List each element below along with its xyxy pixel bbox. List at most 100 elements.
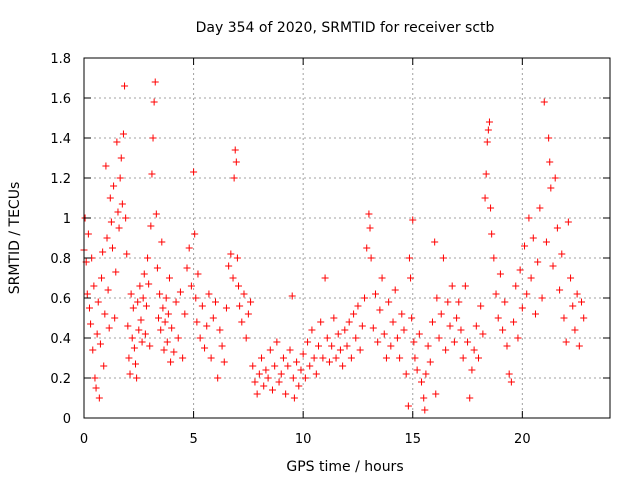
data-point bbox=[90, 282, 98, 290]
data-point bbox=[149, 134, 157, 142]
data-point bbox=[232, 158, 240, 166]
data-point bbox=[358, 322, 366, 330]
data-point bbox=[89, 346, 97, 354]
data-point bbox=[106, 194, 114, 202]
data-point bbox=[421, 406, 429, 414]
data-point bbox=[253, 390, 261, 398]
data-point bbox=[433, 294, 441, 302]
data-point bbox=[446, 322, 454, 330]
data-point bbox=[420, 394, 428, 402]
data-point bbox=[133, 374, 141, 382]
data-point bbox=[330, 314, 338, 322]
data-point bbox=[151, 78, 159, 86]
y-tick-label: 1 bbox=[63, 212, 71, 227]
data-point bbox=[137, 316, 145, 324]
data-point bbox=[575, 342, 583, 350]
data-point bbox=[114, 208, 122, 216]
data-point bbox=[457, 326, 465, 334]
data-point bbox=[236, 302, 244, 310]
data-point bbox=[153, 264, 161, 272]
data-point bbox=[100, 362, 108, 370]
data-point bbox=[521, 242, 529, 250]
data-point bbox=[444, 298, 452, 306]
data-point bbox=[525, 214, 533, 222]
data-point bbox=[374, 338, 382, 346]
data-point bbox=[135, 326, 143, 334]
data-points bbox=[80, 78, 588, 414]
data-point bbox=[538, 294, 546, 302]
data-point bbox=[573, 290, 581, 298]
data-point bbox=[325, 358, 333, 366]
data-point bbox=[501, 298, 509, 306]
x-tick-label: 0 bbox=[80, 432, 88, 447]
data-point bbox=[428, 318, 436, 326]
data-point bbox=[193, 318, 201, 326]
data-point bbox=[336, 346, 344, 354]
data-point bbox=[209, 314, 217, 322]
data-point bbox=[534, 258, 542, 266]
data-point bbox=[369, 324, 377, 332]
data-point bbox=[396, 354, 404, 362]
data-point bbox=[496, 270, 504, 278]
data-point bbox=[107, 218, 115, 226]
data-point bbox=[306, 362, 314, 370]
data-point bbox=[288, 292, 296, 300]
data-point bbox=[405, 254, 413, 262]
data-point bbox=[162, 294, 170, 302]
data-point bbox=[415, 330, 423, 338]
data-point bbox=[136, 282, 144, 290]
data-point bbox=[289, 374, 297, 382]
data-point bbox=[110, 182, 118, 190]
data-point bbox=[380, 330, 388, 338]
data-point bbox=[251, 378, 259, 386]
data-point bbox=[167, 358, 175, 366]
data-point bbox=[365, 210, 373, 218]
data-point bbox=[139, 294, 147, 302]
data-point bbox=[470, 346, 478, 354]
data-point bbox=[385, 298, 393, 306]
data-point bbox=[439, 254, 447, 262]
data-point bbox=[152, 210, 160, 218]
data-point bbox=[321, 274, 329, 282]
data-point bbox=[354, 302, 362, 310]
data-point bbox=[547, 184, 555, 192]
data-point bbox=[376, 306, 384, 314]
data-point bbox=[147, 222, 155, 230]
data-point bbox=[312, 370, 320, 378]
data-point bbox=[499, 326, 507, 334]
data-point bbox=[198, 302, 206, 310]
data-point bbox=[293, 358, 301, 366]
data-point bbox=[165, 274, 173, 282]
data-point bbox=[124, 322, 132, 330]
data-point bbox=[315, 342, 323, 350]
data-point bbox=[94, 298, 102, 306]
data-point bbox=[464, 338, 472, 346]
data-point bbox=[553, 224, 561, 232]
data-point bbox=[461, 282, 469, 290]
data-point bbox=[92, 384, 100, 392]
data-point bbox=[116, 174, 124, 182]
data-point bbox=[484, 126, 492, 134]
x-tick-label: 15 bbox=[404, 432, 421, 447]
data-point bbox=[216, 326, 224, 334]
data-point bbox=[98, 274, 106, 282]
data-point bbox=[155, 314, 163, 322]
data-point bbox=[187, 282, 195, 290]
data-point bbox=[192, 294, 200, 302]
data-point bbox=[220, 358, 228, 366]
data-point bbox=[282, 390, 290, 398]
data-point bbox=[168, 324, 176, 332]
data-point bbox=[144, 254, 152, 262]
data-point bbox=[164, 310, 172, 318]
data-point bbox=[387, 342, 395, 350]
data-point bbox=[560, 314, 568, 322]
data-point bbox=[183, 264, 191, 272]
data-point bbox=[482, 170, 490, 178]
data-point bbox=[129, 304, 137, 312]
data-point bbox=[290, 394, 298, 402]
data-point bbox=[159, 304, 167, 312]
data-point bbox=[391, 286, 399, 294]
data-point bbox=[459, 354, 467, 362]
y-tick-label: 0.8 bbox=[50, 252, 71, 267]
chart-title: Day 354 of 2020, SRMTID for receiver sct… bbox=[196, 20, 495, 36]
